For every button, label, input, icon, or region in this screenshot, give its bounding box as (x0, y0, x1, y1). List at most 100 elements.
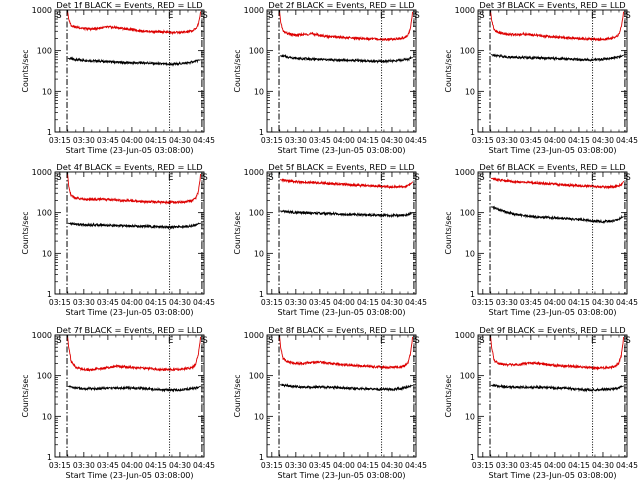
x-tick-label: 04:00 (121, 136, 143, 145)
y-axis-label: Counts/sec (21, 50, 30, 93)
marker-label-s: S (479, 11, 484, 21)
y-tick-label: 1000 (244, 168, 264, 177)
x-tick-label: 04:00 (121, 298, 143, 307)
x-tick-label: 03:45 (520, 461, 542, 470)
y-tick-label: 100 (460, 209, 475, 218)
x-tick-label: 03:45 (309, 298, 331, 307)
y-tick-label: 1 (259, 290, 264, 299)
x-tick-label: 04:45 (193, 461, 215, 470)
marker-label-s: S (268, 173, 273, 183)
x-tick-label: 04:15 (357, 298, 379, 307)
y-tick-label: 100 (249, 372, 264, 381)
x-axis-label: Start Time (23-Jun-05 03:08:00) (66, 471, 194, 480)
marker-label-e: E (168, 11, 173, 21)
series-lld-line (489, 10, 625, 42)
plot-frame (477, 171, 628, 295)
series-events-line (490, 383, 624, 393)
x-tick-label: 03:30 (285, 298, 307, 307)
x-tick-label: 04:30 (592, 298, 614, 307)
y-tick-label: 10 (465, 87, 475, 96)
y-tick-label: 1 (47, 453, 52, 462)
series-lld-line (66, 335, 202, 373)
x-tick-label: 03:15 (261, 136, 283, 145)
x-tick-label: 03:30 (285, 461, 307, 470)
marker-label-s: S (414, 173, 419, 183)
series-lld-line (489, 335, 625, 371)
marker-label-e: E (380, 173, 385, 183)
y-tick-label: 100 (249, 209, 264, 218)
x-tick-label: 04:15 (145, 298, 167, 307)
x-tick-label: 04:00 (333, 136, 355, 145)
plot-frame (477, 334, 628, 458)
y-tick-label: 1000 (455, 6, 475, 15)
x-axis-label: Start Time (23-Jun-05 03:08:00) (489, 471, 617, 480)
y-tick-label: 1 (470, 290, 475, 299)
marker-label-s: S (479, 336, 484, 346)
y-tick-label: 100 (37, 372, 52, 381)
marker-label-s: S (625, 11, 630, 21)
plot-frame (54, 171, 205, 295)
series-events-line (67, 385, 201, 393)
x-tick-label: 04:15 (357, 461, 379, 470)
panel-title: Det 6f BLACK = Events, RED = LLD (479, 162, 625, 172)
marker-label-e: E (591, 336, 596, 346)
y-tick-label: 100 (460, 47, 475, 56)
marker-label-e: E (380, 336, 385, 346)
x-tick-label: 04:45 (405, 136, 427, 145)
y-tick-label: 10 (465, 249, 475, 258)
series-lld-line (66, 172, 202, 205)
x-tick-label: 04:15 (568, 298, 590, 307)
y-tick-label: 1 (470, 128, 475, 137)
x-tick-label: 04:45 (405, 298, 427, 307)
x-tick-label: 04:45 (193, 298, 215, 307)
y-tick-label: 1000 (32, 331, 52, 340)
x-tick-label: 04:30 (381, 136, 403, 145)
plot-frame (54, 334, 205, 458)
x-axis-label: Start Time (23-Jun-05 03:08:00) (489, 146, 617, 155)
x-axis-label: Start Time (23-Jun-05 03:08:00) (489, 308, 617, 317)
panel-title: Det 9f BLACK = Events, RED = LLD (479, 325, 625, 335)
x-tick-label: 04:00 (121, 461, 143, 470)
y-tick-label: 100 (460, 372, 475, 381)
x-tick-label: 03:15 (472, 461, 494, 470)
y-axis-label: Counts/sec (233, 212, 242, 255)
x-tick-label: 04:45 (616, 298, 638, 307)
marker-label-s: S (56, 11, 61, 21)
x-tick-label: 04:00 (333, 461, 355, 470)
marker-label-e: E (591, 173, 596, 183)
marker-label-s: S (479, 173, 484, 183)
x-tick-label: 03:15 (472, 136, 494, 145)
x-tick-label: 04:15 (145, 461, 167, 470)
x-tick-label: 04:15 (357, 136, 379, 145)
x-axis-label: Start Time (23-Jun-05 03:08:00) (278, 146, 406, 155)
x-axis-label: Start Time (23-Jun-05 03:08:00) (278, 308, 406, 317)
marker-label-s: S (414, 11, 419, 21)
series-lld-line (279, 178, 414, 190)
series-lld-line (278, 335, 414, 370)
plot-frame (266, 334, 417, 458)
x-tick-label: 04:30 (592, 461, 614, 470)
y-tick-label: 1 (47, 128, 52, 137)
x-tick-label: 03:30 (73, 298, 95, 307)
marker-label-s: S (414, 336, 419, 346)
y-tick-label: 1000 (455, 331, 475, 340)
marker-label-s: S (56, 173, 61, 183)
panel-title: Det 8f BLACK = Events, RED = LLD (268, 325, 414, 335)
series-events-line (279, 54, 413, 64)
marker-label-s: S (268, 336, 273, 346)
marker-label-e: E (168, 173, 173, 183)
y-axis-label: Counts/sec (444, 375, 453, 418)
x-tick-label: 03:30 (496, 461, 518, 470)
y-tick-label: 10 (42, 87, 52, 96)
panel-title: Det 2f BLACK = Events, RED = LLD (268, 0, 414, 10)
y-tick-label: 1000 (244, 6, 264, 15)
marker-label-e: E (591, 11, 596, 21)
series-events-line (279, 383, 413, 392)
y-tick-label: 1000 (455, 168, 475, 177)
x-tick-label: 03:15 (49, 461, 71, 470)
